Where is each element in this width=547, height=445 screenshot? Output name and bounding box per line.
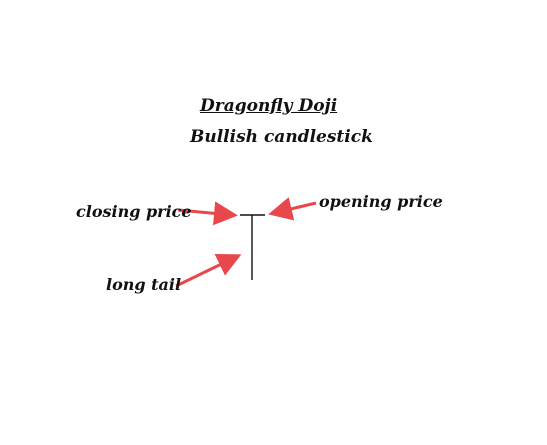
closing-price-label: closing price bbox=[76, 202, 192, 221]
diagram-subtitle: Bullish candlestick bbox=[190, 127, 373, 147]
closing-price-arrow bbox=[177, 201, 238, 226]
long-tail-arrow bbox=[175, 254, 242, 288]
diagram-title: Dragonfly Doji bbox=[200, 96, 338, 116]
opening-price-arrow bbox=[268, 197, 317, 221]
opening-price-label: opening price bbox=[319, 192, 443, 211]
long-tail-label: long tail bbox=[106, 275, 182, 294]
